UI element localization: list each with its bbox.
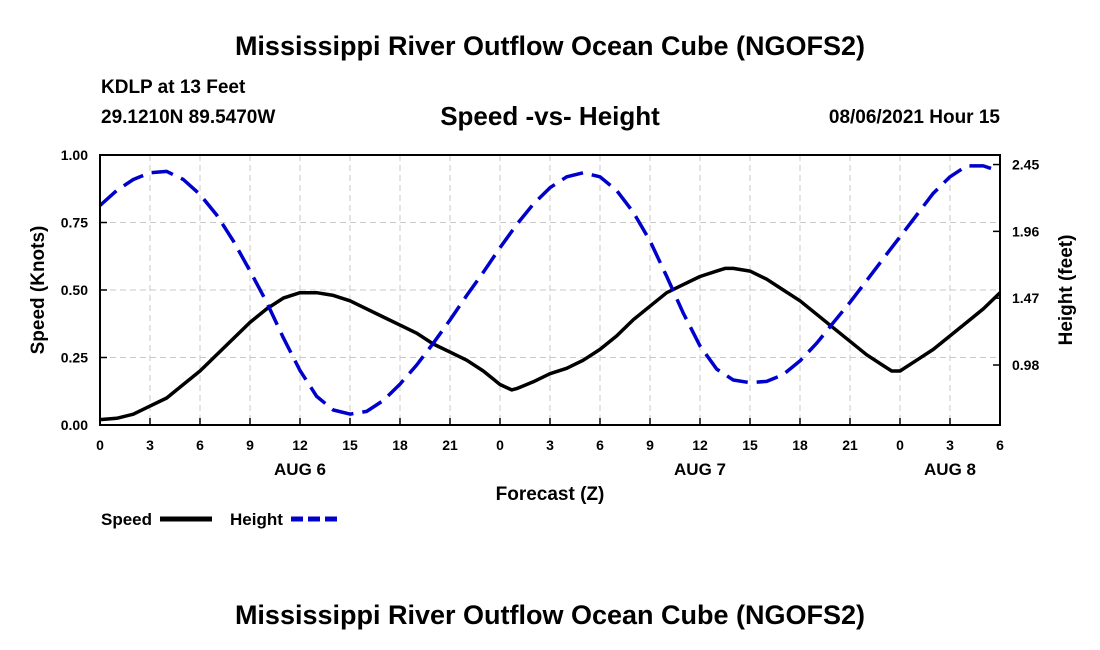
y-tick-label: 0.00 — [61, 417, 88, 433]
y2-axis-label: Height (feet) — [1056, 235, 1077, 346]
series-line-speed — [99, 266, 1002, 422]
page-title-bottom: Mississippi River Outflow Ocean Cube (NG… — [234, 600, 866, 630]
grid-lines — [100, 155, 1000, 425]
x-tick-label: 18 — [792, 437, 808, 453]
y-tick-label: 1.00 — [61, 147, 88, 163]
date-label: AUG 7 — [674, 460, 726, 479]
legend-label-speed: Speed — [101, 510, 152, 529]
series-line-height — [98, 164, 1001, 416]
y2-tick-label: 1.96 — [1012, 223, 1039, 239]
y-axis-label: Speed (Knots) — [28, 226, 49, 355]
station-label: KDLP at 13 Feet — [101, 77, 246, 98]
x-tick-label: 12 — [292, 437, 308, 453]
x-tick-label: 3 — [946, 437, 954, 453]
x-tick-label: 18 — [392, 437, 408, 453]
x-tick-label: 9 — [646, 437, 654, 453]
x-tick-label: 6 — [596, 437, 604, 453]
x-tick-label: 0 — [496, 437, 504, 453]
x-tick-label: 3 — [546, 437, 554, 453]
legend: Speed Height — [101, 510, 342, 529]
x-tick-label: 3 — [146, 437, 154, 453]
x-tick-label: 15 — [742, 437, 758, 453]
x-axis-label: Forecast (Z) — [496, 484, 605, 505]
x-tick-label: 21 — [842, 437, 858, 453]
x-tick-label: 6 — [996, 437, 1004, 453]
date-label: AUG 6 — [274, 460, 326, 479]
series-layer — [98, 164, 1002, 422]
y-tick-label: 0.50 — [61, 282, 88, 298]
speed-height-chart: 0 3 6 9 12 15 18 21 0 3 6 9 12 15 18 21 0 3 6 0.00 0.25 0.50 0… — [28, 147, 1077, 529]
y2-tick-label: 2.45 — [1012, 157, 1039, 173]
x-tick-label: 12 — [692, 437, 708, 453]
y2-tick-label: 1.47 — [1012, 290, 1039, 306]
date-label: AUG 8 — [924, 460, 976, 479]
axes: 0 3 6 9 12 15 18 21 0 3 6 9 12 15 18 21 0 3 6 0.00 0.25 0.50 0… — [61, 147, 1040, 479]
x-tick-label: 6 — [196, 437, 204, 453]
y-tick-label: 0.25 — [61, 350, 88, 366]
x-tick-label: 9 — [246, 437, 254, 453]
chart-subtitle: Speed -vs- Height — [440, 101, 660, 131]
x-tick-label: 21 — [442, 437, 458, 453]
forecast-datetime: 08/06/2021 Hour 15 — [828, 107, 1000, 128]
y-tick-label: 0.75 — [61, 215, 88, 231]
x-tick-label: 15 — [342, 437, 358, 453]
y2-tick-label: 0.98 — [1012, 357, 1039, 373]
legend-label-height: Height — [230, 510, 283, 529]
x-tick-label: 0 — [896, 437, 904, 453]
page-title-top: Mississippi River Outflow Ocean Cube (NG… — [234, 31, 866, 61]
x-tick-label: 0 — [96, 437, 104, 453]
station-coordinates: 29.1210N 89.5470W — [101, 107, 276, 128]
